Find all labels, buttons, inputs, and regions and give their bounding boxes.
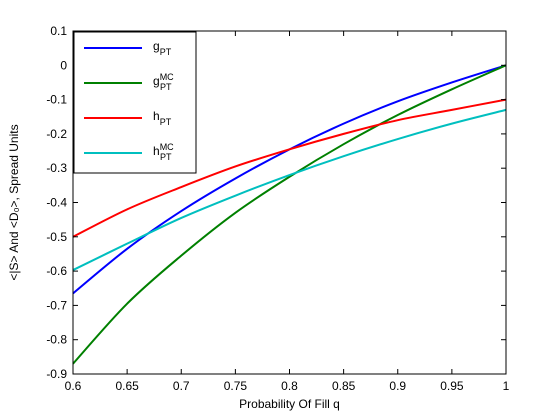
y-tick-label: -0.8 xyxy=(46,333,67,347)
y-tick-label: 0.1 xyxy=(50,24,67,38)
series-layer xyxy=(72,64,507,365)
y-tick-label: -0.3 xyxy=(46,161,67,175)
ticks-layer: 0.6 0.65 0.7 0.75 0.8 0.85 0.9 0.95 1 0.1 0 -0.1 -0.… xyxy=(46,24,509,393)
y-tick-label: -0.6 xyxy=(46,264,67,278)
x-tick-label: 1 xyxy=(503,379,510,393)
series-line-3 xyxy=(72,98,507,238)
y-tick-label: -0.7 xyxy=(46,298,67,312)
legend-label-4: hMC PT xyxy=(153,142,174,162)
legend-label-3: hPT xyxy=(153,109,172,127)
y-tick-label: -0.4 xyxy=(46,196,67,210)
x-tick-label: 0.8 xyxy=(281,379,298,393)
x-tick-label: 0.95 xyxy=(440,379,464,393)
legend-box xyxy=(73,31,197,174)
y-tick-label: 0 xyxy=(60,58,67,72)
y-axis-label: <|S> And <D₀>, Spread Units xyxy=(7,124,21,280)
x-axis-label: Probability Of Fill q xyxy=(239,397,340,411)
y-tick-label: -0.5 xyxy=(46,230,67,244)
y-tick-label: -0.9 xyxy=(46,367,67,381)
legend-label-1: gPT xyxy=(153,39,172,57)
x-tick-label: 0.9 xyxy=(389,379,406,393)
x-tick-label: 0.6 xyxy=(65,379,82,393)
x-tick-label: 0.75 xyxy=(224,379,248,393)
legend-label-2: gMC PT xyxy=(153,72,174,92)
x-tick-label: 0.7 xyxy=(173,379,190,393)
x-tick-label: 0.65 xyxy=(115,379,139,393)
y-tick-label: -0.1 xyxy=(46,93,67,107)
series-line-4 xyxy=(72,108,507,271)
legend: gPT gMC PT hPT hMC PT xyxy=(73,31,197,174)
y-tick-label: -0.2 xyxy=(46,127,67,141)
x-tick-label: 0.85 xyxy=(332,379,356,393)
series-line-2 xyxy=(72,64,507,365)
